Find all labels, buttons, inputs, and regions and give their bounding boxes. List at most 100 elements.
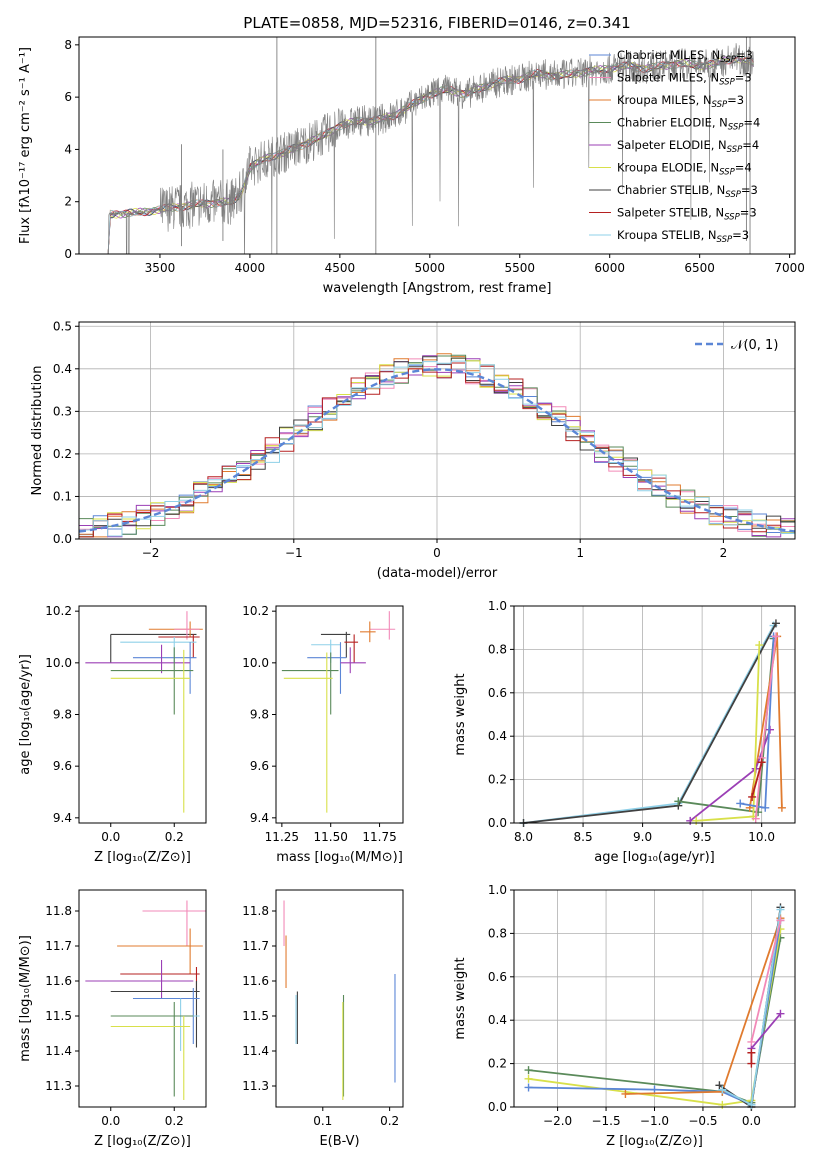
axes: 3500 4000 4500 5000 5500 6000 6500 7000 0 2 4 6 8 [64, 38, 805, 275]
legend-entry-subscript: SSP [727, 145, 743, 155]
y-tick-label: 0.8 [488, 642, 507, 656]
x-axis-label: Z [log₁₀(Z/Z⊙)] [94, 1134, 191, 1149]
legend: 𝒩(0, 1) [695, 338, 778, 353]
x-tick-label: 11.75 [362, 830, 396, 844]
x-tick-label: 0.2 [380, 1114, 399, 1128]
y-tick-label: 6 [64, 90, 72, 104]
legend-entry-suffix: =3 [727, 93, 744, 107]
x-tick-label: 6500 [684, 261, 715, 275]
mass-weight-marker [621, 1089, 630, 1098]
plot-frame [513, 889, 796, 1108]
axes: 0.0 0.2 11.3 11.4 11.5 11.6 11.7 11.8 [45, 904, 184, 1128]
model-line-1 [106, 56, 754, 254]
legend-entry-name: Chabrier ELODIE, N [617, 116, 728, 130]
histogram-plot [79, 353, 795, 538]
legend-entry: Salpeter STELIB, NSSP=3 [617, 206, 757, 223]
x-axis-label: mass [log₁₀(M/M⊙)] [276, 850, 403, 865]
legend-entry-suffix: =3 [741, 183, 758, 197]
x-tick-label: 4500 [325, 261, 356, 275]
x-axis-label: E(B-V) [319, 1134, 359, 1149]
mass-weight-marker [747, 1048, 756, 1057]
spectrum-panel: 3500 4000 4500 5000 5500 6000 6500 7000 0 2 4 6 8 PLA… [18, 14, 805, 296]
y-axis-label: mass weight [453, 673, 468, 755]
x-axis-label: wavelength [Angstrom, rest frame] [323, 281, 552, 296]
y-tick-label: 0.1 [53, 489, 72, 503]
mass-weight-marker [771, 632, 780, 641]
y-tick-label: 0.6 [488, 970, 507, 984]
legend-entry-subscript: SSP [728, 123, 744, 133]
mass-weight-marker [776, 1009, 785, 1018]
y-tick-label: 0.0 [53, 532, 72, 546]
mass-weight-marker [747, 1059, 756, 1068]
x-tick-label: 3500 [145, 261, 176, 275]
y-tick-label: 0.4 [488, 729, 507, 743]
mass-weight-marker [524, 1083, 533, 1092]
mass-weight-marker [747, 1037, 756, 1046]
legend-entry-name: Chabrier MILES, N [617, 48, 720, 62]
x-tick-label: 11.50 [314, 830, 348, 844]
mass-weight-marker [674, 797, 683, 806]
x-tick-label: 0.1 [313, 1114, 332, 1128]
x-tick-label: −2.0 [543, 1114, 572, 1128]
y-tick-label: 9.4 [53, 811, 72, 825]
legend-entry-suffix: =4 [742, 138, 759, 152]
legend-entry-name: Salpeter MILES, N [617, 71, 719, 85]
y-tick-label: 0 [64, 247, 72, 261]
x-tick-label: 0.0 [742, 1114, 761, 1128]
mass-weight-marker [718, 1085, 727, 1094]
y-tick-label: 11.4 [45, 1044, 72, 1058]
x-axis-label: Z [log₁₀(Z/Z⊙)] [606, 1134, 703, 1149]
y-tick-label: 11.6 [45, 974, 72, 988]
x-tick-label: 2 [720, 546, 728, 560]
legend-entry-name: Kroupa MILES, N [617, 93, 712, 107]
axes: 0.0 0.2 9.4 9.6 9.8 10.0 10.2 [45, 604, 184, 844]
legend-entry: Chabrier MILES, NSSP=3 [617, 48, 753, 65]
y-tick-label: 11.5 [242, 1009, 269, 1023]
mass-weight-marker [776, 916, 785, 925]
model-line-2 [106, 55, 754, 254]
mass-weight-marker [755, 641, 764, 650]
mass-weight-line-7 [750, 920, 782, 1043]
legend-entry-suffix: =3 [732, 228, 749, 242]
axes: 11.25 11.50 11.75 9.4 9.6 9.8 10.0 10.2 [242, 604, 396, 844]
plot-frame [78, 321, 796, 540]
model-line-7 [106, 57, 754, 254]
age-vs-metallicity-panel: 0.0 0.2 9.4 9.6 9.8 10.0 10.2 Z [log₁₀(Z/Z⊙)] ag… [18, 604, 207, 865]
mass-weight-marker [776, 905, 785, 914]
y-tick-label: 1.0 [488, 599, 507, 613]
plot-frame [78, 36, 796, 255]
y-tick-label: 1.0 [488, 883, 507, 897]
x-tick-label: 9.0 [633, 830, 652, 844]
mass-weight-marker [754, 808, 763, 817]
plot-frame [275, 605, 404, 824]
mass-weight-marker [757, 758, 766, 767]
mass-weight-vs-age-panel: 8.0 8.5 9.0 9.5 10.0 0.0 0.2 0.4 0.6 0.8 1.0 age [l… [453, 599, 796, 865]
y-tick-label: 0.5 [53, 319, 72, 333]
legend-entry-suffix: =3 [735, 71, 752, 85]
y-tick-label: 9.8 [53, 708, 72, 722]
y-axis-label: mass [log₁₀(M/M⊙)] [18, 935, 33, 1062]
x-tick-label: 0.0 [101, 1114, 120, 1128]
y-tick-label: 8 [64, 38, 72, 52]
age-vs-mass-panel: 11.25 11.50 11.75 9.4 9.6 9.8 10.0 10.2 mass [lo… [242, 604, 404, 865]
y-tick-label: 0.3 [53, 404, 72, 418]
residual-histogram-panel: −2 −1 0 1 2 0.0 0.1 0.2 0.3 0.4 0.5 (data-model)/er… [30, 319, 796, 581]
legend-entry: Salpeter MILES, NSSP=3 [617, 71, 752, 88]
spectrum-plot [106, 37, 754, 254]
mass-weight-line-1 [523, 622, 777, 824]
mass-weight-marker [751, 814, 760, 823]
y-tick-label: 0.2 [53, 447, 72, 461]
model-line-4 [106, 55, 754, 254]
legend-entry-name: Kroupa ELODIE, N [617, 161, 719, 175]
y-tick-label: 10.0 [45, 656, 72, 670]
y-tick-label: 9.6 [53, 759, 72, 773]
errorbar-plot [85, 900, 206, 1100]
model-line-0 [106, 57, 754, 254]
legend-entry: Kroupa STELIB, NSSP=3 [617, 228, 749, 245]
legend-entry-subscript: SSP [719, 78, 735, 88]
y-tick-label: 0.0 [488, 1100, 507, 1114]
mass-weight-marker [524, 1066, 533, 1075]
x-tick-label: 10.0 [748, 830, 775, 844]
x-tick-label: 5500 [504, 261, 535, 275]
